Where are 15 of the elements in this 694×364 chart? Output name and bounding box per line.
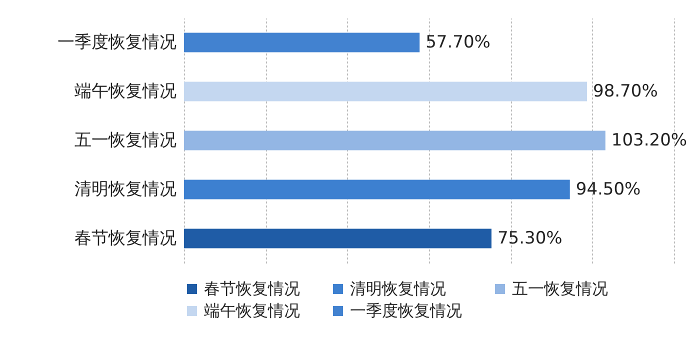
data-label: 103.20% [611, 130, 688, 150]
legend-label: 春节恢复情况 [204, 279, 300, 298]
y-tick-label: 清明恢复情况 [74, 180, 176, 200]
y-tick-label: 春节恢复情况 [74, 228, 176, 248]
y-tick-label: 端午恢复情况 [74, 82, 176, 102]
data-label: 57.70% [426, 32, 490, 52]
data-label: 98.70% [593, 82, 658, 102]
data-label: 75.30% [497, 228, 562, 248]
y-tick-label: 五一恢复情况 [74, 130, 176, 150]
legend-label: 五一恢复情况 [512, 279, 608, 298]
legend-label: 端午恢复情况 [204, 301, 300, 320]
y-tick-label: 一季度恢复情况 [58, 32, 176, 52]
data-label: 94.50% [576, 180, 641, 200]
legend-label: 一季度恢复情况 [350, 301, 462, 320]
legend-label: 清明恢复情况 [350, 279, 446, 298]
